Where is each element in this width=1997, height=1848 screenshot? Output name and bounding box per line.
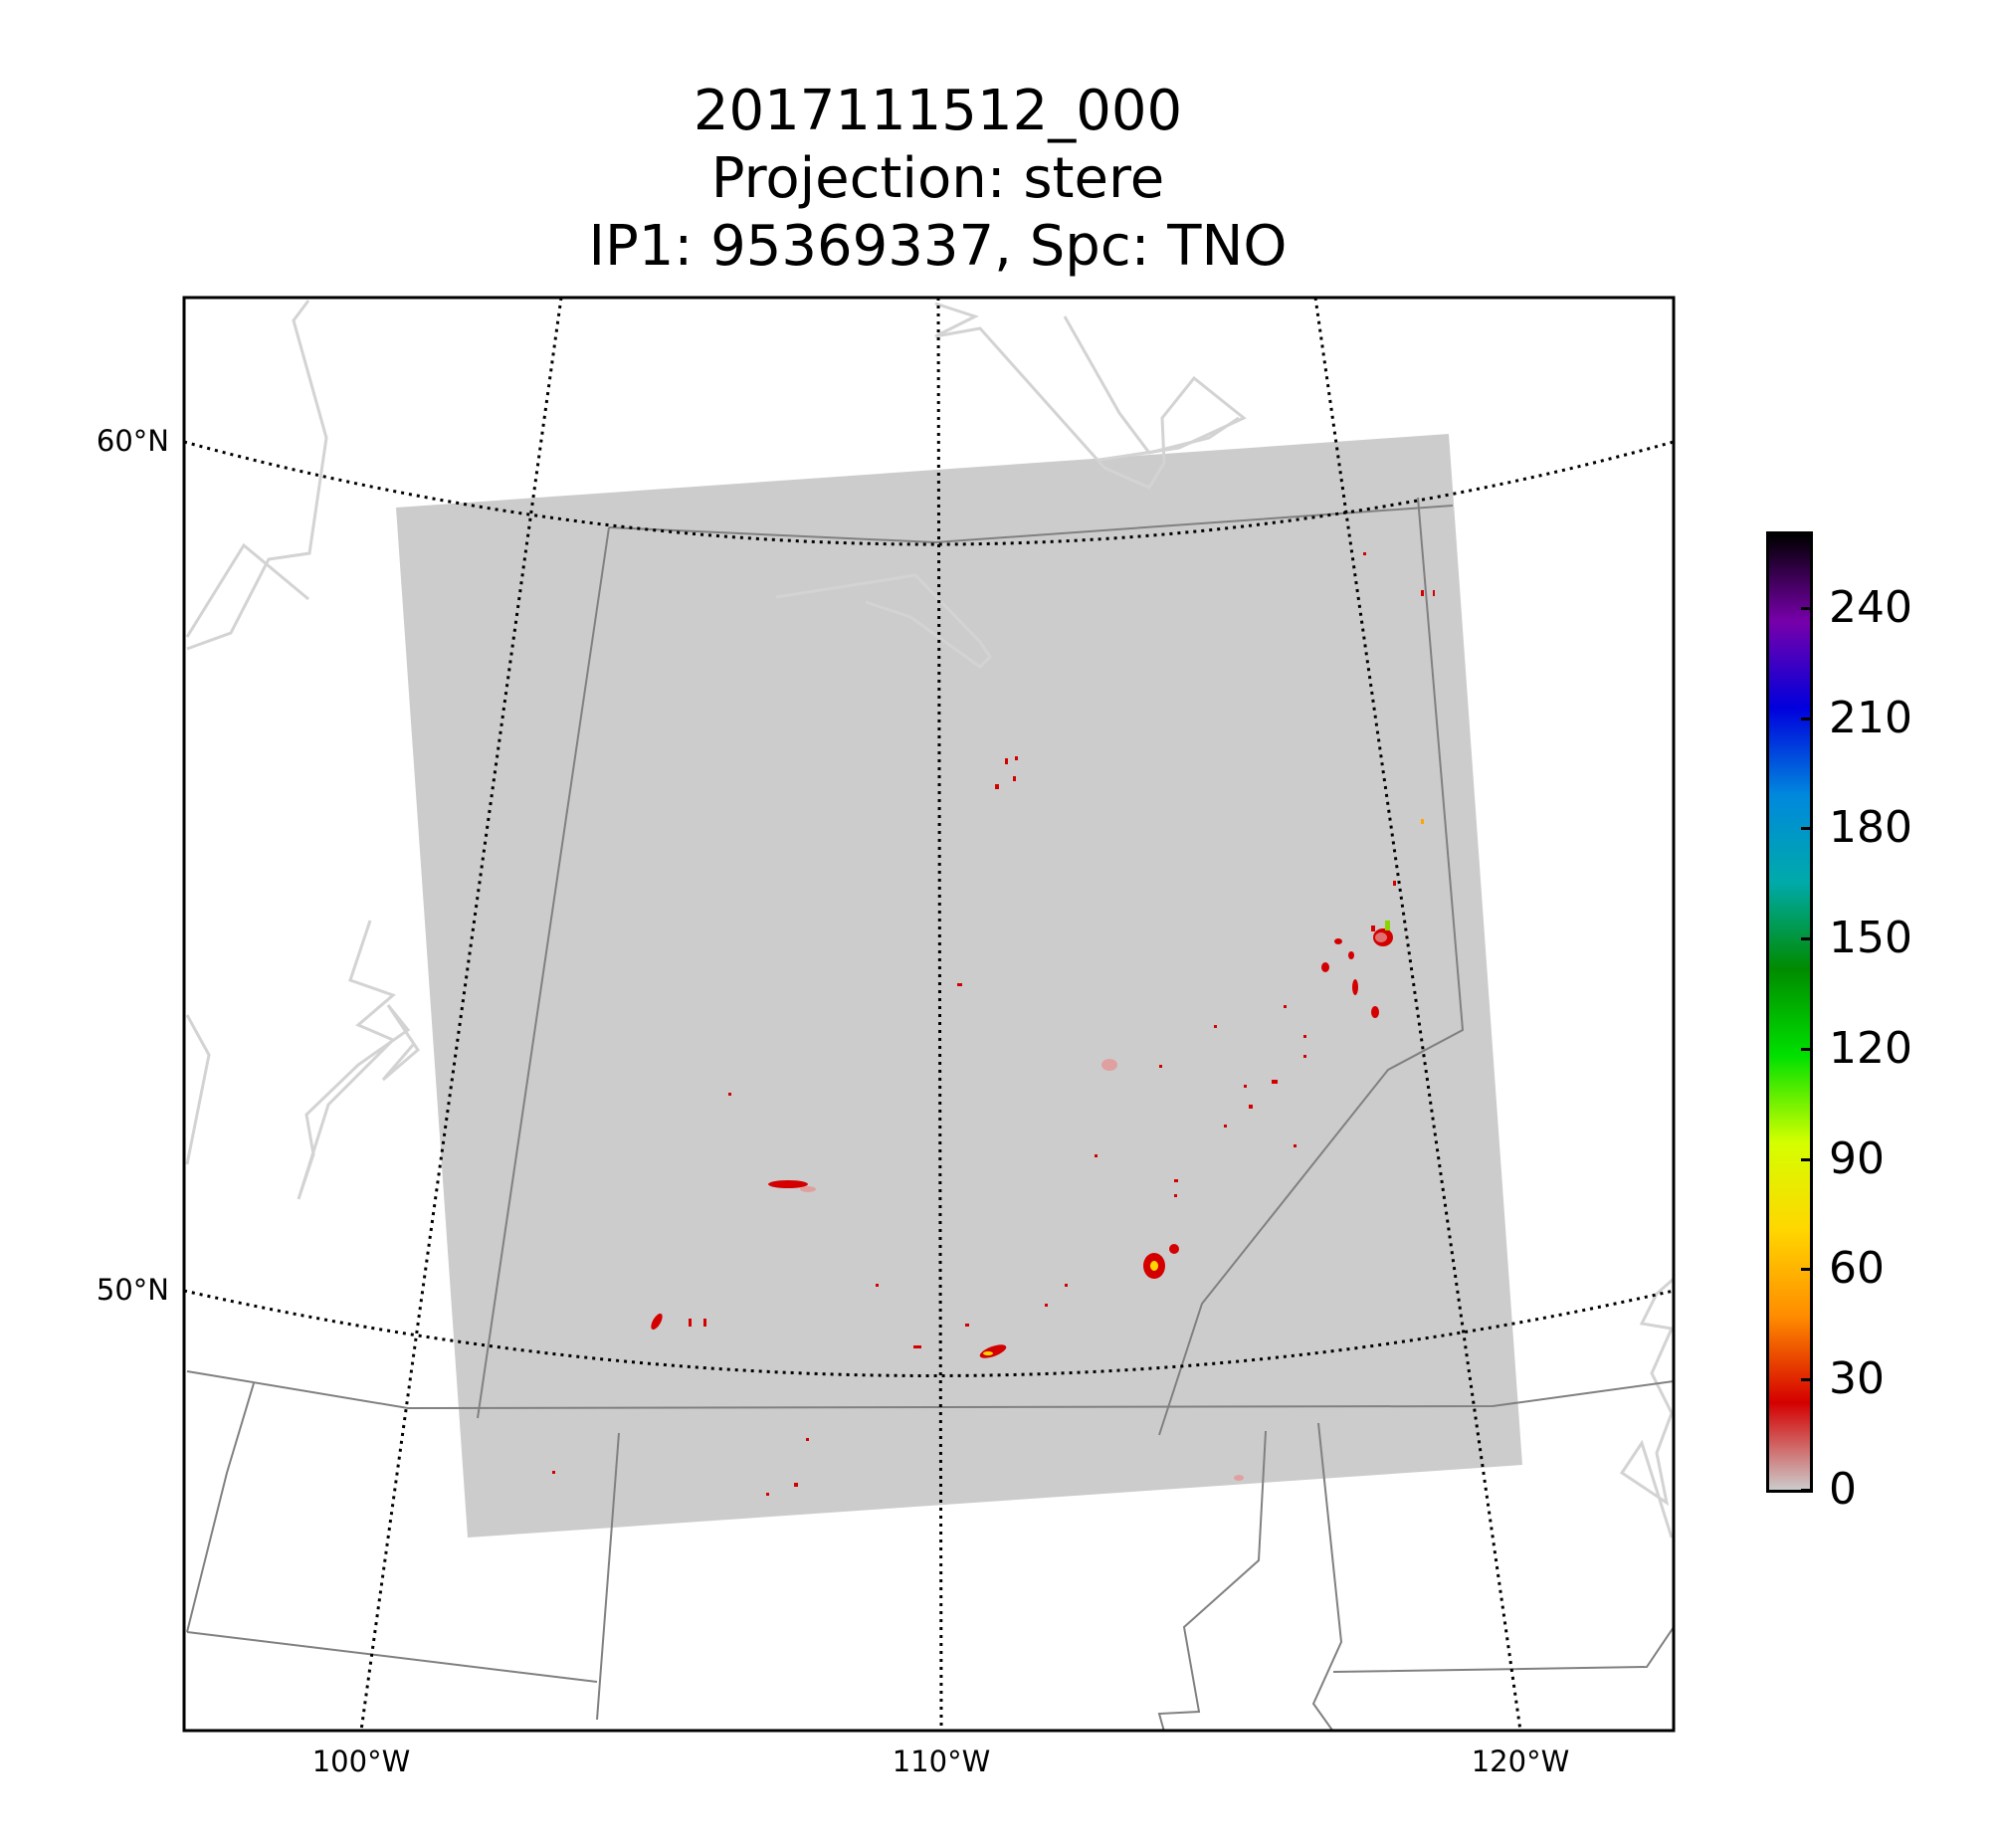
hotspot xyxy=(1334,938,1342,944)
hotspot xyxy=(1371,1006,1379,1018)
hotspot xyxy=(1375,932,1387,942)
colorbar-tick-label: 30 xyxy=(1829,1353,1885,1405)
hotspot xyxy=(1348,951,1354,959)
colorbar-tick-mark xyxy=(1801,1378,1813,1382)
meridian-100W xyxy=(359,298,563,1731)
hotspot xyxy=(957,983,962,986)
colorbar-tick-mark xyxy=(1801,1268,1813,1272)
hotspot xyxy=(1015,756,1018,760)
political-borders xyxy=(186,497,1674,1731)
title-timestamp: 2017111512_000 xyxy=(693,79,1183,143)
hotspot xyxy=(1224,1125,1227,1128)
hotspot xyxy=(1101,1059,1117,1071)
hotspot xyxy=(1433,590,1435,596)
hotspot xyxy=(1303,1035,1306,1038)
lat-label-50n: 50°N xyxy=(97,1273,169,1307)
emission-hotspots xyxy=(552,552,1435,1496)
colorbar xyxy=(1766,531,1813,1493)
hotspot xyxy=(1303,1055,1306,1058)
colorbar-tick-mark xyxy=(1801,606,1813,610)
hotspot xyxy=(1363,552,1366,555)
colorbar-tick-label: 240 xyxy=(1829,581,1912,633)
hotspot xyxy=(1234,1475,1244,1481)
title-projection: Projection: stere xyxy=(710,146,1165,211)
lon-label-100w: 100°W xyxy=(312,1745,411,1778)
hotspot xyxy=(995,784,999,789)
lon-label-120w: 120°W xyxy=(1472,1745,1570,1778)
colorbar-tick-mark xyxy=(1801,717,1813,720)
map-frame xyxy=(182,296,1676,1733)
hotspot xyxy=(1244,1085,1247,1088)
hotspot xyxy=(1174,1179,1178,1182)
hotspot xyxy=(1013,776,1016,781)
hotspot xyxy=(1272,1080,1278,1084)
hotspot xyxy=(794,1483,798,1487)
meridian-110W xyxy=(936,298,943,1731)
hotspot xyxy=(552,1471,555,1474)
hotspot xyxy=(728,1093,731,1096)
hotspot xyxy=(1065,1284,1068,1287)
hotspot xyxy=(1249,1105,1253,1109)
hotspot xyxy=(1421,819,1424,824)
lat-label-60n: 60°N xyxy=(97,424,169,458)
colorbar-tick-label: 90 xyxy=(1829,1132,1885,1184)
hotspot xyxy=(768,1180,808,1188)
hotspot xyxy=(1385,921,1390,930)
meridian-120W xyxy=(1313,298,1522,1731)
graticule xyxy=(184,298,1674,1731)
title-ip1-species: IP1: 95369337, Spc: TNO xyxy=(588,214,1288,279)
map-title: 2017111512_000 Projection: stere IP1: 95… xyxy=(0,78,1876,281)
hotspot xyxy=(1169,1244,1179,1254)
hotspot xyxy=(983,1351,993,1355)
hotspot xyxy=(913,1345,921,1348)
hotspot xyxy=(689,1319,692,1327)
colorbar-tick-mark xyxy=(1801,1157,1813,1161)
hotspot xyxy=(651,1313,663,1331)
hotspot xyxy=(1321,962,1329,972)
hotspot xyxy=(1421,590,1424,596)
hotspot xyxy=(1095,1154,1098,1157)
colorbar-tick-mark xyxy=(1801,937,1813,941)
hotspot xyxy=(766,1493,769,1496)
hotspot xyxy=(1294,1144,1297,1147)
hotspot xyxy=(965,1324,969,1327)
hotspot xyxy=(1174,1194,1177,1197)
hotspot xyxy=(1045,1304,1048,1307)
hotspot xyxy=(1159,1065,1162,1068)
colorbar-tick-mark xyxy=(1801,827,1813,831)
hotspot xyxy=(1214,1025,1217,1028)
colorbar-tick-mark xyxy=(1801,1489,1813,1492)
hotspot xyxy=(806,1438,809,1441)
hotspot xyxy=(703,1319,706,1327)
hotspot xyxy=(1284,1005,1287,1008)
colorbar-tick-label: 210 xyxy=(1829,692,1912,743)
colorbar-tick-label: 180 xyxy=(1829,802,1912,854)
parallel-50N xyxy=(184,1289,1674,1377)
hotspot xyxy=(1393,881,1396,886)
colorbar-tick-label: 0 xyxy=(1829,1464,1857,1515)
colorbar-tick-label: 60 xyxy=(1829,1243,1885,1295)
coastlines xyxy=(185,300,1674,1539)
hotspot xyxy=(1005,758,1008,764)
colorbar-tick-label: 150 xyxy=(1829,913,1912,964)
colorbar-tick-mark xyxy=(1801,1047,1813,1051)
lon-label-110w: 110°W xyxy=(893,1745,991,1778)
parallel-60N xyxy=(184,440,1674,546)
colorbar-tick-label: 120 xyxy=(1829,1022,1912,1074)
hotspot xyxy=(876,1284,879,1287)
hotspot xyxy=(1150,1261,1158,1271)
hotspot xyxy=(1352,979,1358,995)
hotspot xyxy=(1371,925,1375,931)
hotspot xyxy=(800,1186,816,1192)
